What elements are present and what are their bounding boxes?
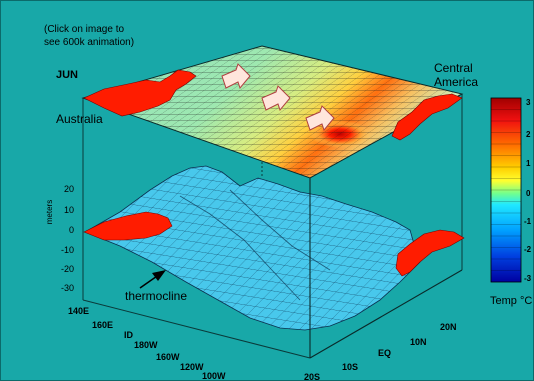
colorbar-tick-label: 2 — [526, 130, 531, 139]
caption-line-1: (Click on image to — [44, 24, 124, 35]
vertical-axis: meters 20 10 0 -10 -20 -30 — [45, 184, 74, 293]
tick-label: -10 — [61, 245, 74, 255]
tick-label: 160E — [92, 320, 113, 330]
tick-label: 20N — [440, 322, 457, 332]
wind-arrow-icon — [221, 63, 251, 90]
tick-label: 10S — [342, 362, 358, 372]
tick-label: 120W — [180, 362, 204, 372]
axis-unit-label: meters — [45, 200, 54, 224]
colorbar-tick-label: -1 — [524, 217, 532, 226]
tick-label: 140E — [68, 306, 89, 316]
label-central-line-1: Central — [434, 61, 473, 75]
land-central-america-top — [391, 93, 463, 141]
axis-title: ID — [124, 330, 134, 340]
tick-label: -30 — [61, 283, 74, 293]
tick-label: 20S — [304, 372, 320, 381]
colorbar-tick-label: 1 — [526, 159, 531, 168]
label-central-line-2: America — [434, 75, 478, 89]
longitude-axis: 140E 160E ID 180W 160W 120W 100W — [68, 306, 226, 381]
land-australia-top — [83, 69, 197, 117]
land-central-america-bottom — [395, 229, 465, 277]
box-front-edges — [309, 178, 463, 359]
tick-label: 20 — [64, 184, 74, 194]
colorbar-tick-label: -2 — [524, 245, 532, 254]
tick-label: -20 — [61, 264, 74, 274]
arrow-icon — [152, 270, 166, 281]
month-label: JUN — [56, 69, 78, 81]
colorbar-tick-label: 0 — [526, 189, 531, 198]
thermocline-surface — [84, 165, 421, 331]
thermocline-pointer — [139, 270, 166, 289]
tick-label: 10 — [64, 205, 74, 215]
colorbar-tick-label: -3 — [524, 274, 532, 283]
label-thermocline: thermocline — [125, 289, 187, 303]
latitude-axis: 20N 10N EQ 10S 20S — [304, 322, 457, 381]
label-australia: Australia — [56, 112, 103, 126]
wind-arrows — [221, 63, 335, 132]
wind-arrow-icon — [305, 105, 335, 132]
land-australia-bottom — [83, 211, 173, 241]
tick-label: 160W — [156, 352, 180, 362]
caption-line-2: see 600k animation) — [44, 37, 134, 48]
colorbar-title: Temp °C — [490, 295, 532, 307]
wind-arrow-icon — [261, 85, 291, 112]
tick-label: 100W — [202, 371, 226, 381]
colorbar-tick-label: 3 — [526, 98, 531, 107]
tick-label: 180W — [134, 340, 158, 350]
colorbar: 3 2 1 0 -1 -2 -3 Temp °C — [490, 97, 532, 307]
axis-title: EQ — [378, 348, 391, 358]
tick-label: 10N — [410, 337, 427, 347]
tick-label: 0 — [69, 225, 74, 235]
